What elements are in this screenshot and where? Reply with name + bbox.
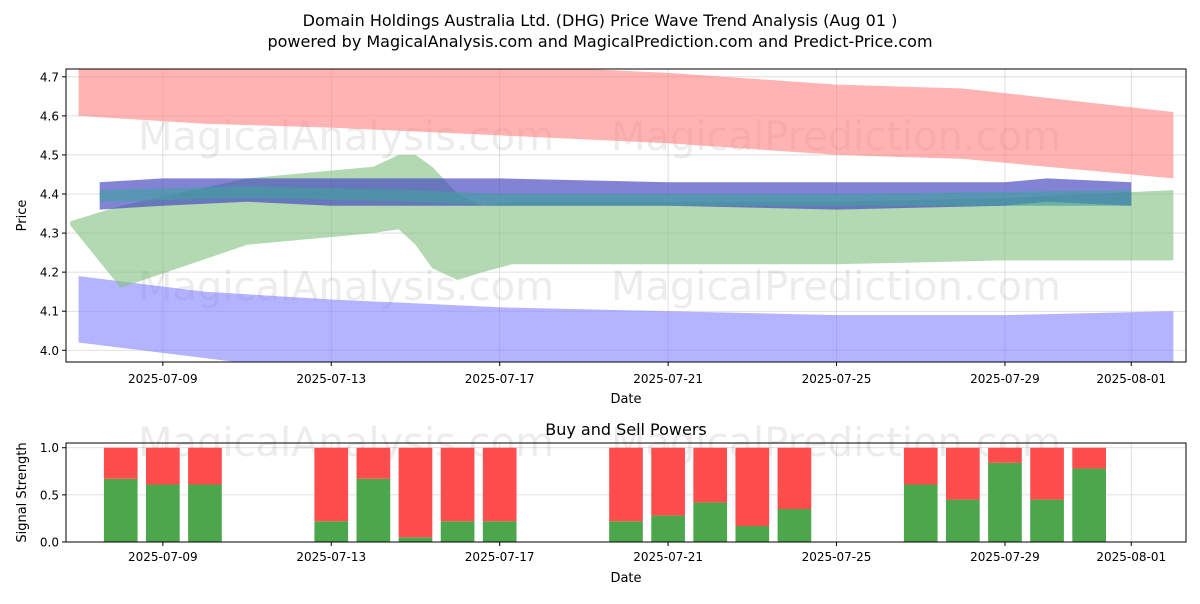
signal-x-tick-label: 2025-07-13 [296, 550, 366, 564]
sell-power-bar [609, 447, 643, 522]
price-y-tick-label: 4.1 [40, 305, 59, 319]
buy-power-bar [398, 537, 433, 542]
price-x-tick-label: 2025-07-17 [465, 372, 535, 386]
price-y-tick-label: 4.3 [40, 227, 59, 241]
sell-power-bar [356, 447, 391, 479]
sell-power-bar [903, 447, 938, 485]
buy-power-bar [103, 478, 138, 542]
signal-x-tick-label: 2025-07-09 [128, 550, 198, 564]
buy-power-bar [735, 525, 770, 542]
sell-power-bar [314, 447, 349, 522]
buy-power-bar [482, 521, 517, 542]
price-x-tick-label: 2025-07-09 [128, 372, 198, 386]
price-x-tick-label: 2025-07-25 [802, 372, 872, 386]
price-y-axis-label: Price [15, 200, 30, 232]
buy-power-bar [609, 521, 643, 542]
sell-power-bar [693, 447, 728, 503]
signal-x-tick-label: 2025-07-21 [633, 550, 703, 564]
sell-power-bar [103, 447, 138, 479]
chart-subtitle: powered by MagicalAnalysis.com and Magic… [267, 32, 932, 51]
price-panel: MagicalAnalysis.comMagicalPrediction.com… [15, 68, 1187, 407]
signal-x-axis-label: Date [610, 571, 641, 586]
buy-power-bar [946, 499, 980, 542]
sell-power-bar [440, 447, 475, 522]
sell-power-bar [188, 447, 222, 485]
buy-power-bar [1072, 468, 1106, 542]
price-y-tick-label: 4.5 [40, 148, 59, 162]
price-y-tick-label: 4.0 [40, 344, 59, 358]
sell-power-bar [482, 447, 517, 522]
buy-power-bar [188, 484, 222, 542]
signal-x-tick-label: 2025-07-25 [802, 550, 872, 564]
signal-x-tick-label: 2025-07-29 [970, 550, 1040, 564]
watermark: MagicalPrediction.com [611, 264, 1061, 310]
sell-power-bar [398, 447, 433, 538]
sell-power-bar [651, 447, 685, 516]
signal-y-tick-label: 0.5 [40, 488, 59, 502]
sell-power-bar [777, 447, 812, 509]
price-x-tick-label: 2025-08-01 [1096, 372, 1166, 386]
price-x-tick-label: 2025-07-29 [970, 372, 1040, 386]
buy-power-bar [693, 502, 728, 542]
buy-power-bar [356, 478, 391, 542]
sell-power-bar [1072, 447, 1106, 469]
signal-title: Buy and Sell Powers [545, 420, 707, 439]
sell-power-bar [988, 447, 1022, 463]
signal-y-tick-label: 1.0 [40, 441, 59, 455]
price-y-tick-label: 4.2 [40, 266, 59, 280]
buy-power-bar [440, 521, 475, 542]
sell-power-bar [946, 447, 980, 500]
price-x-tick-label: 2025-07-21 [633, 372, 703, 386]
buy-power-bar [903, 484, 938, 542]
price-x-axis-label: Date [610, 392, 641, 407]
signal-x-tick-label: 2025-08-01 [1096, 550, 1166, 564]
sell-power-bar [146, 447, 180, 485]
signal-y-tick-label: 0.0 [40, 536, 59, 550]
sell-power-bar [1030, 447, 1064, 500]
price-x-tick-label: 2025-07-13 [296, 372, 366, 386]
buy-power-bar [1030, 499, 1064, 542]
buy-power-bar [651, 515, 685, 542]
price-y-tick-label: 4.7 [40, 70, 59, 84]
price-band-2 [78, 276, 1174, 362]
sell-power-bar [735, 447, 770, 526]
price-y-tick-label: 4.6 [40, 109, 59, 123]
buy-power-bar [988, 462, 1022, 542]
chart-title: Domain Holdings Australia Ltd. (DHG) Pri… [303, 11, 898, 30]
price-band-5 [99, 186, 1132, 206]
buy-power-bar [146, 484, 180, 542]
price-band-1 [78, 69, 1174, 179]
buy-power-bar [314, 521, 349, 542]
buy-power-bar [777, 509, 812, 542]
signal-y-axis-label: Signal Strength [15, 442, 30, 542]
price-y-tick-label: 4.4 [40, 188, 59, 202]
signal-x-tick-label: 2025-07-17 [465, 550, 535, 564]
